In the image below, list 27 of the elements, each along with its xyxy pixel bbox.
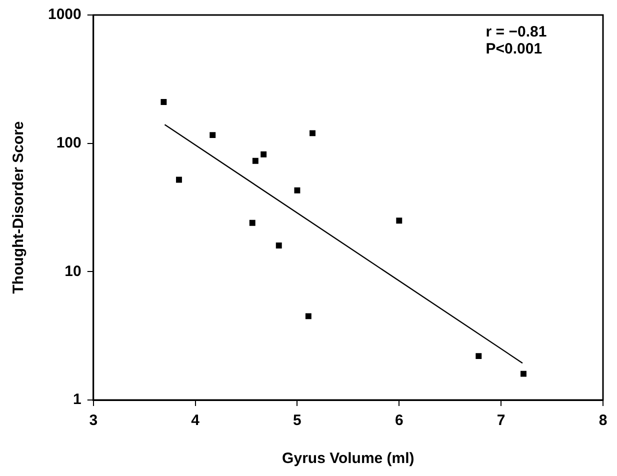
x-tick-label: 7 xyxy=(496,412,506,430)
point xyxy=(294,187,300,194)
point xyxy=(176,176,182,183)
point xyxy=(305,313,312,320)
y-tick-label: 10 xyxy=(64,262,82,280)
point xyxy=(160,99,167,105)
point xyxy=(252,158,258,164)
x-tick-label: 3 xyxy=(89,412,98,430)
y-tick-label: 1000 xyxy=(48,6,82,24)
point xyxy=(476,353,482,360)
y-axis-title: Thought-Disorder Score xyxy=(10,121,28,294)
x-tick-label: 6 xyxy=(394,412,404,430)
point xyxy=(210,132,216,138)
point xyxy=(249,220,256,226)
x-tick-label: 4 xyxy=(191,412,200,430)
annotation: P<0.001 xyxy=(486,40,542,58)
x-tick-label: 5 xyxy=(293,412,302,430)
point xyxy=(396,218,402,224)
point xyxy=(260,151,267,158)
x-axis-title: Gyrus Volume (ml) xyxy=(282,450,414,468)
point xyxy=(276,242,282,248)
x-tick-label: 8 xyxy=(598,412,608,430)
y-tick-label: 100 xyxy=(56,134,82,152)
annotation: r = −0.81 xyxy=(486,24,547,41)
point xyxy=(520,370,526,377)
y-tick-label: 1 xyxy=(73,391,82,408)
point xyxy=(310,130,316,136)
